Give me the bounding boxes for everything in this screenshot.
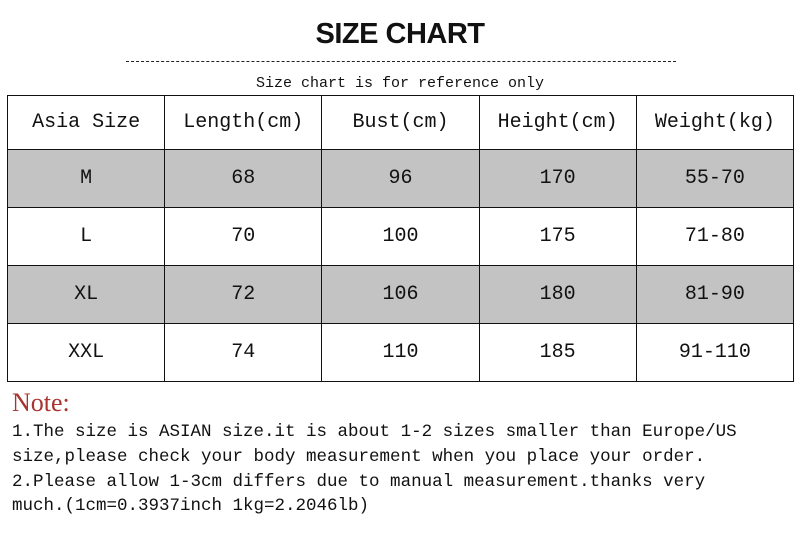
table-cell: M bbox=[6, 149, 166, 208]
table-cell: 106 bbox=[321, 265, 480, 324]
table-cell: 72 bbox=[164, 265, 323, 324]
table-header-row: Asia Size Length(cm) Bust(cm) Height(cm)… bbox=[6, 95, 795, 150]
table-row: XL 72 106 180 81-90 bbox=[6, 265, 795, 324]
note-line: much.(1cm=0.3937inch 1kg=2.2046lb) bbox=[12, 496, 370, 516]
table-cell: XL bbox=[6, 265, 166, 324]
table-cell: 55-70 bbox=[635, 149, 795, 208]
table-cell: 96 bbox=[321, 149, 480, 208]
note-title: Note: bbox=[12, 388, 70, 417]
table-row: L 70 100 175 71-80 bbox=[6, 207, 795, 266]
table-cell: 74 bbox=[164, 323, 323, 382]
table-cell: 68 bbox=[164, 149, 323, 208]
table-cell: 185 bbox=[478, 323, 637, 382]
table-row: M 68 96 170 55-70 bbox=[6, 149, 795, 208]
note-line: size,please check your body measurement … bbox=[12, 447, 706, 467]
note-line: 2.Please allow 1-3cm differs due to manu… bbox=[12, 472, 706, 492]
table-cell: 71-80 bbox=[635, 207, 795, 266]
table-cell: L bbox=[6, 207, 166, 266]
table-cell: 81-90 bbox=[635, 265, 795, 324]
header-cell: Length(cm) bbox=[164, 95, 323, 150]
page-title: SIZE CHART bbox=[315, 18, 486, 50]
table-row: XXL 74 110 185 91-110 bbox=[6, 323, 795, 382]
table-cell: 175 bbox=[478, 207, 637, 266]
table-cell: 70 bbox=[164, 207, 323, 266]
table-cell: 110 bbox=[321, 323, 480, 382]
note-line: 1.The size is ASIAN size.it is about 1-2… bbox=[12, 422, 737, 442]
header-cell: Height(cm) bbox=[478, 95, 637, 150]
header-cell: Bust(cm) bbox=[321, 95, 480, 150]
table-cell: 180 bbox=[478, 265, 637, 324]
subtitle: Size chart is for reference only bbox=[255, 75, 545, 92]
dashed-divider bbox=[126, 61, 676, 62]
header-cell: Asia Size bbox=[6, 95, 166, 150]
table-cell: 100 bbox=[321, 207, 480, 266]
header-cell: Weight(kg) bbox=[635, 95, 795, 150]
table-cell: XXL bbox=[6, 323, 166, 382]
table-cell: 170 bbox=[478, 149, 637, 208]
table-cell: 91-110 bbox=[635, 323, 795, 382]
size-table: Asia Size Length(cm) Bust(cm) Height(cm)… bbox=[6, 95, 795, 382]
